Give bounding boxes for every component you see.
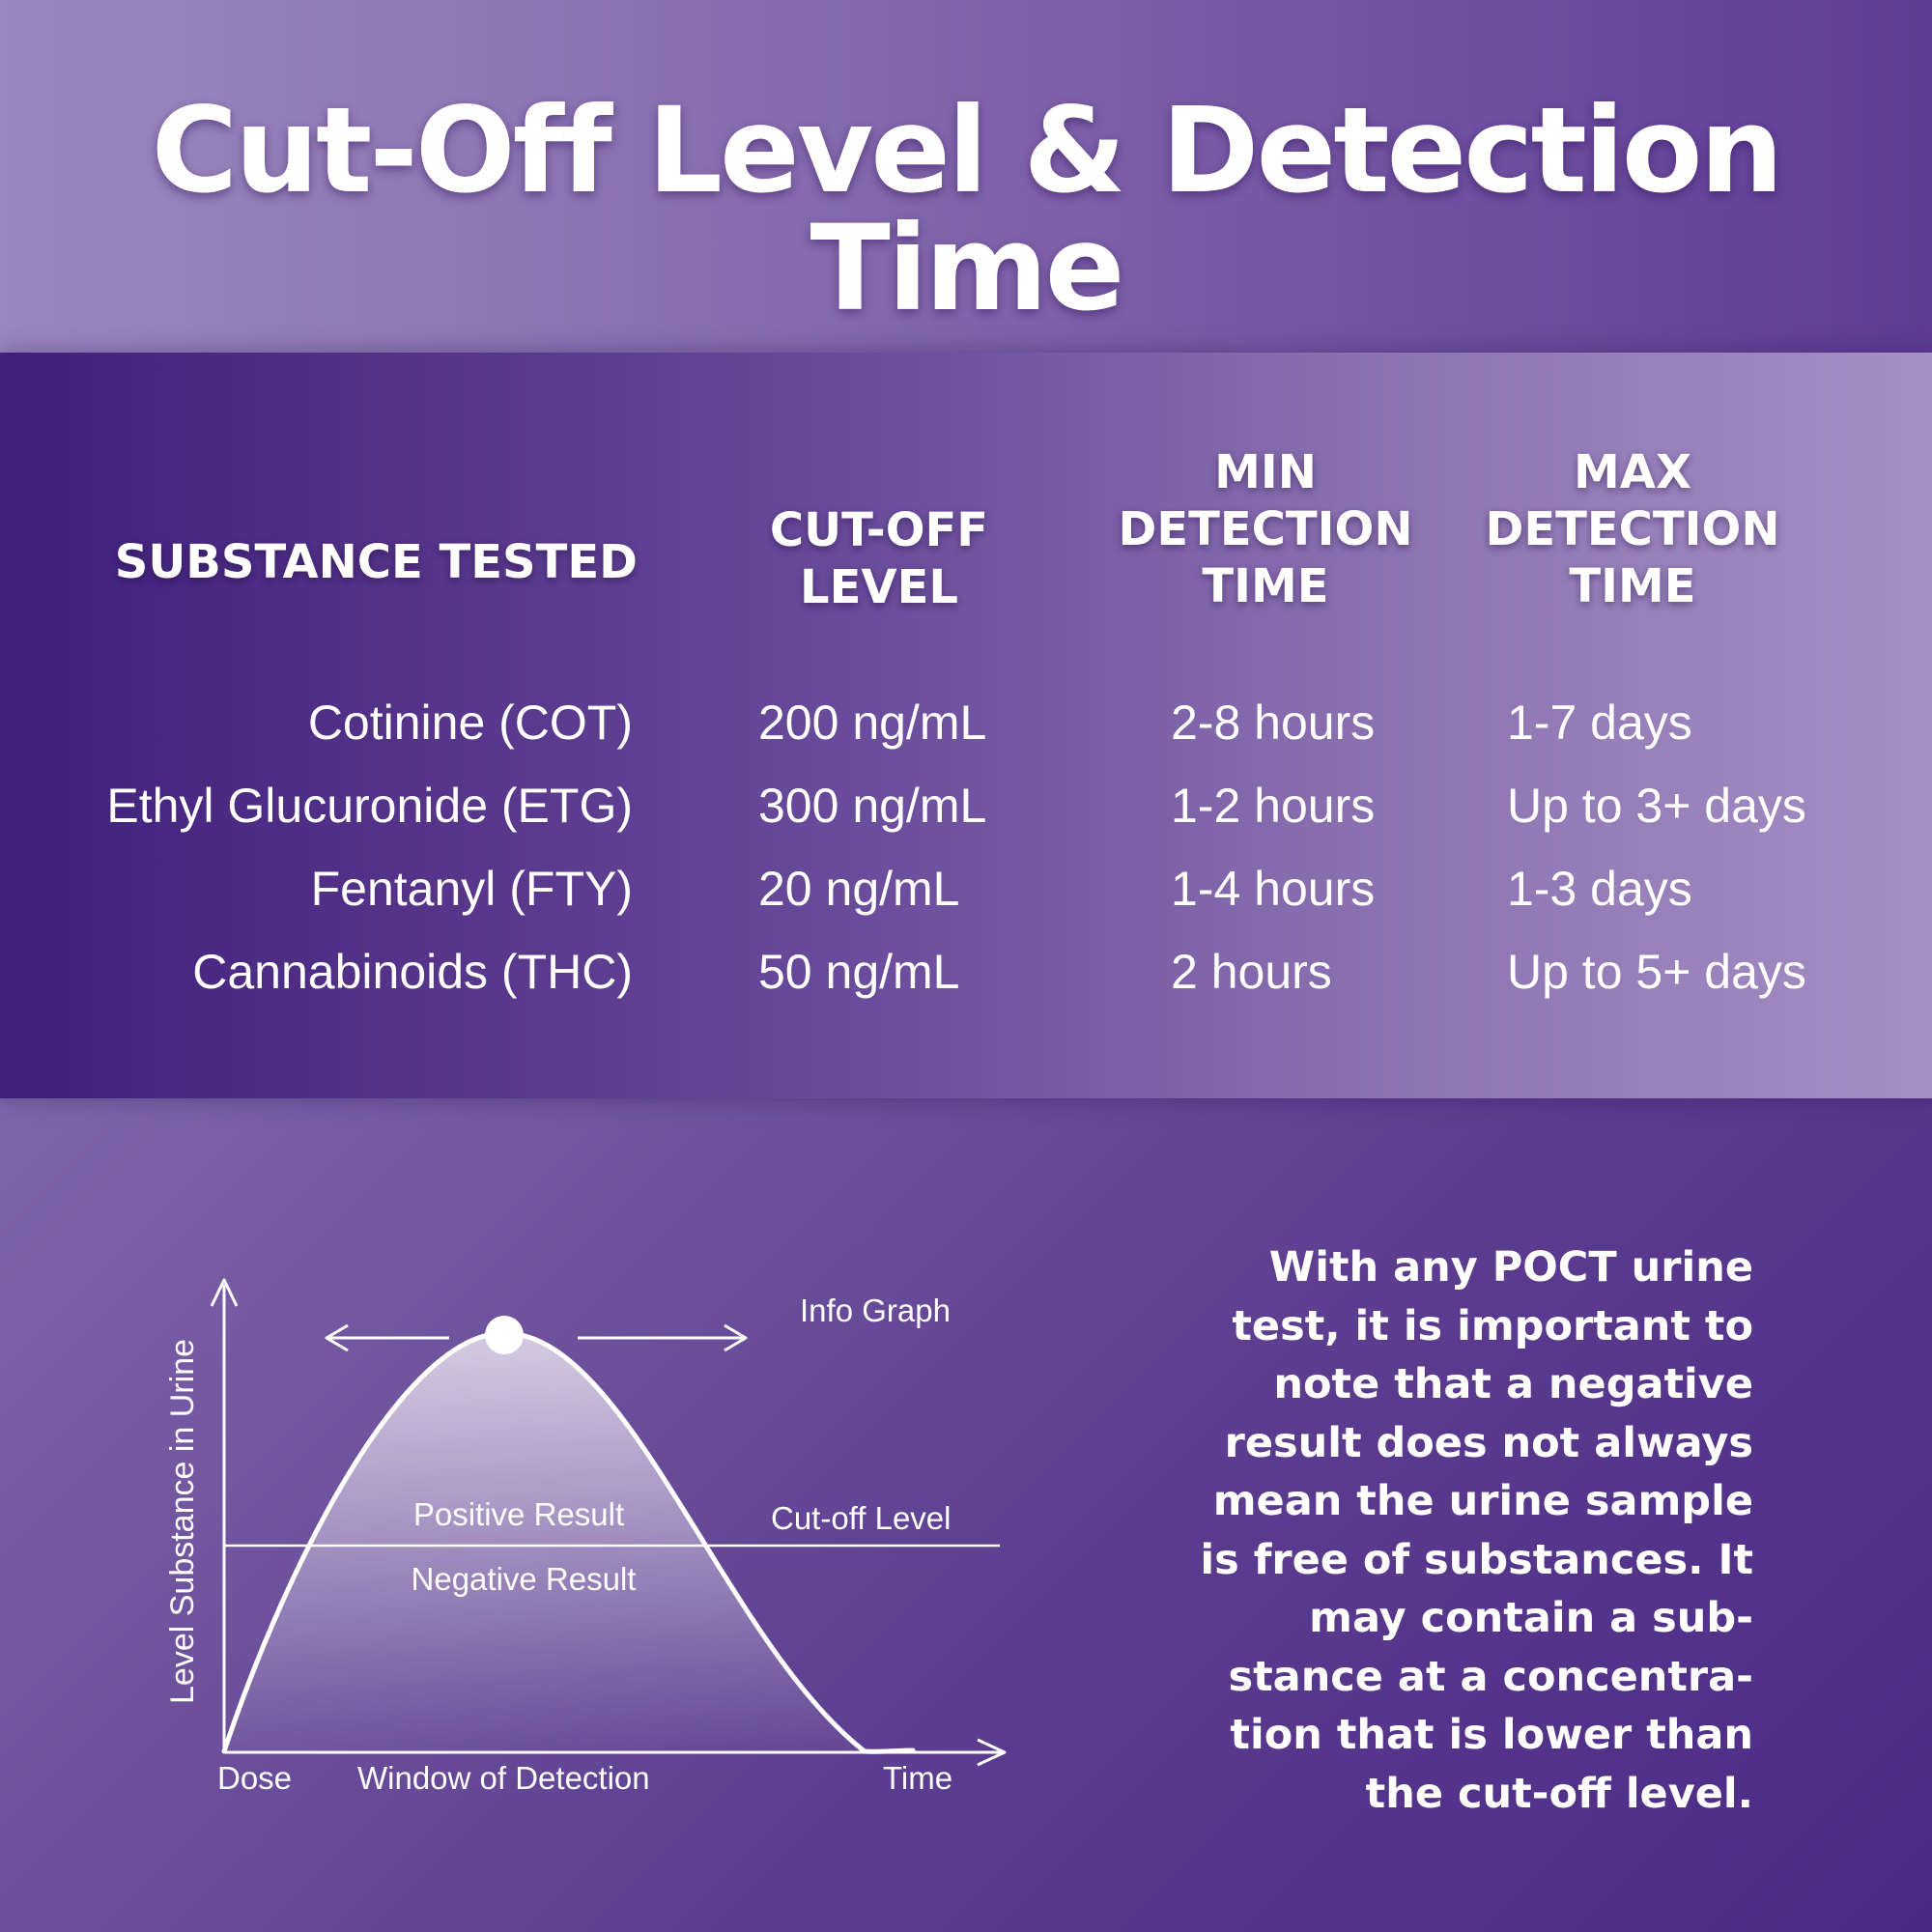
table-cell-substance: Ethyl Glucuronide (ETG) — [106, 779, 633, 833]
table-cell-cutoff: 200 ng/mL — [758, 696, 987, 750]
note-line: result does not always — [1224, 1418, 1753, 1467]
left-arrowhead — [325, 1323, 349, 1352]
table-cell-min-time: 2 hours — [1171, 945, 1332, 999]
column-header-cutoff: CUT-OFF LEVEL — [734, 502, 1024, 616]
table-cell-substance: Cannabinoids (THC) — [192, 945, 633, 999]
note-line: may contain a sub- — [1309, 1594, 1753, 1642]
note-line: test, it is important to — [1232, 1301, 1753, 1350]
table-cell-max-time: 1-7 days — [1507, 696, 1692, 750]
table-cell-min-time: 1-2 hours — [1171, 779, 1376, 833]
disclaimer-note: With any POCT urine test, it is importan… — [1198, 1238, 1753, 1823]
table-cell-cutoff: 300 ng/mL — [758, 779, 987, 833]
table-cell-max-time: Up to 3+ days — [1507, 779, 1806, 833]
column-header-max-line: TIME — [1569, 559, 1696, 613]
column-header-cutoff-line: LEVEL — [800, 560, 958, 614]
page-title: Cut-Off Level & Detection Time — [151, 82, 1784, 337]
table-cell-max-time: Up to 5+ days — [1507, 945, 1806, 999]
column-header-max-detection: MAX DETECTION TIME — [1468, 444, 1797, 615]
note-line: mean the urine sample — [1212, 1477, 1753, 1525]
table-cell-cutoff: 50 ng/mL — [758, 945, 960, 999]
column-header-min-detection: MIN DETECTION TIME — [1101, 444, 1430, 615]
table-cell-min-time: 1-4 hours — [1171, 862, 1376, 916]
info-graph-label: Info Graph — [800, 1293, 951, 1328]
column-header-max-line: DETECTION — [1485, 502, 1780, 556]
column-header-min-line: DETECTION — [1118, 502, 1413, 556]
positive-result-label: Positive Result — [413, 1496, 624, 1532]
window-of-detection-label: Window of Detection — [357, 1760, 650, 1796]
table-cell-substance: Cotinine (COT) — [307, 696, 633, 750]
table-cell-min-time: 2-8 hours — [1171, 696, 1376, 750]
y-axis-arrowhead — [210, 1278, 239, 1307]
header-band — [0, 0, 1932, 353]
note-line: the cut-off level. — [1365, 1769, 1753, 1818]
dose-label: Dose — [217, 1760, 292, 1796]
negative-result-label: Negative Result — [412, 1561, 637, 1597]
note-line: tion that is lower than — [1230, 1711, 1753, 1759]
table-cell-cutoff: 20 ng/mL — [758, 862, 960, 916]
table-band — [0, 353, 1932, 1098]
detection-curve-fill — [224, 1333, 865, 1751]
note-line: With any POCT urine — [1268, 1243, 1753, 1292]
peak-marker — [485, 1316, 524, 1354]
column-header-substance: SUBSTANCE TESTED — [97, 534, 638, 591]
column-header-min-line: TIME — [1202, 559, 1329, 613]
note-line: is free of substances. It — [1200, 1535, 1753, 1584]
column-header-min-line: MIN — [1214, 445, 1317, 499]
y-axis-label: Level Substance in Urine — [164, 1339, 201, 1704]
right-arrowhead — [724, 1323, 748, 1352]
detection-info-graph: Info Graph Level Substance in Urine Posi… — [164, 1278, 1007, 1796]
detection-curve-line — [221, 1330, 916, 1754]
time-label: Time — [883, 1760, 952, 1796]
table-cell-substance: Fentanyl (FTY) — [310, 862, 633, 916]
cutoff-level-label: Cut-off Level — [771, 1500, 952, 1536]
column-header-substance-text: SUBSTANCE TESTED — [114, 535, 638, 589]
column-header-max-line: MAX — [1574, 445, 1691, 499]
table-cell-max-time: 1-3 days — [1507, 862, 1692, 916]
x-axis-arrowhead — [977, 1738, 1007, 1767]
note-line: stance at a concentra- — [1228, 1652, 1753, 1701]
column-header-cutoff-line: CUT-OFF — [769, 503, 989, 557]
note-line: note that a negative — [1273, 1360, 1753, 1408]
